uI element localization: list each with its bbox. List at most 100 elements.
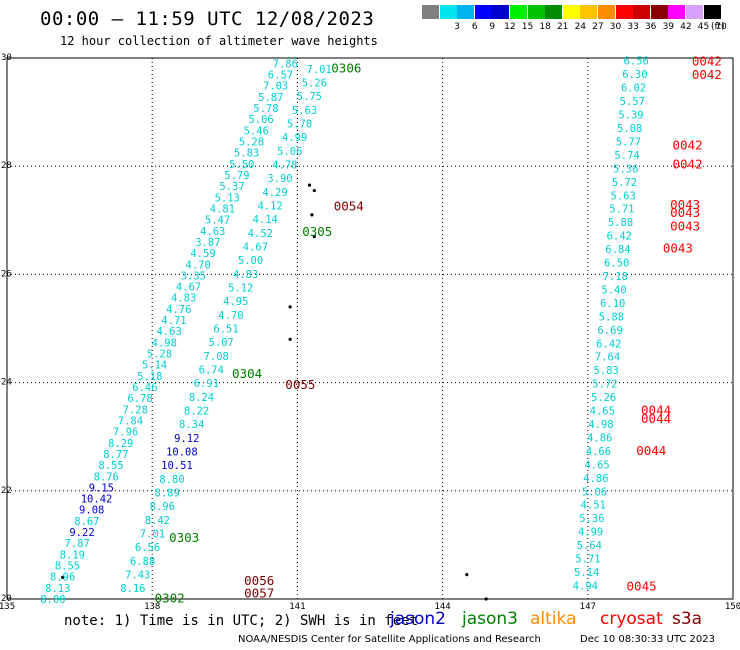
wave-height-value: 6.42 [596,338,621,350]
legend-tick-label: 30 [609,22,622,32]
wave-height-value: 5.74 [614,150,639,162]
wave-height-value: 5.78 [253,103,278,115]
legend-swatch [633,5,651,19]
wave-height-value: 5.88 [608,217,633,229]
legend-swatch [492,5,510,19]
island-marker [61,575,65,579]
legend-tick-label: 21 [556,22,569,32]
wave-height-value: 7.43 [125,570,150,582]
wave-height-value: 5.77 [616,136,641,148]
wave-height-value: 5.75 [297,91,322,103]
pass-time-label: 0043 [663,240,693,255]
wave-height-value: 8.96 [50,572,75,584]
wave-height-value: 7.03 [263,81,288,93]
generated-timestamp: Dec 10 08:30:33 UTC 2023 [580,634,715,645]
island-marker [288,305,292,309]
wave-height-value: 5.06 [277,146,302,158]
wave-height-value: 5.07 [208,337,233,349]
wave-height-value: 5.37 [219,181,244,193]
wave-height-value: 4.65 [584,459,609,471]
map-subtitle: 12 hour collection of altimeter wave hei… [60,34,378,48]
wave-height-value: 4.67 [176,282,201,294]
legend-tick-label: 36 [644,22,657,32]
x-tick-label: 147 [580,602,596,612]
wave-height-value: 8.34 [179,419,204,431]
credit-line: NOAA/NESDIS Center for Satellite Applica… [238,634,541,645]
wave-height-value: 7.96 [113,427,138,439]
wave-height-value: 5.57 [620,96,645,108]
wave-height-value: 4.99 [578,527,603,539]
wave-height-value: 5.46 [244,125,269,137]
legend-tick-label: 39 [662,22,675,32]
wave-height-value: 5.14 [574,567,599,579]
legend-swatch [598,5,615,19]
legend-swatch [457,5,475,19]
wave-height-value: 7.87 [65,538,90,550]
wave-height-value: 5.28 [239,137,264,149]
island-marker [312,234,316,239]
wave-height-value: 4.98 [152,337,177,349]
legend-unit: (ft) [711,22,725,32]
footnote: note: 1) Time is in UTC; 2) SWH is in fe… [64,613,419,629]
wave-height-value: 4.66 [586,446,611,458]
wave-height-value: 5.79 [224,170,249,182]
wave-height-value: 7.01 [140,529,165,541]
wave-height-value: 5.36 [579,513,604,525]
satellite-label-s3a: s3a [672,609,703,629]
x-tick-label: 138 [144,602,160,612]
pass-time-label: 0042 [692,67,722,82]
legend-tick-label: 33 [627,22,639,32]
plot-frame [6,57,734,600]
x-tick-label: 135 [0,602,15,612]
pass-time-label: 0057 [244,586,274,601]
wave-height-value: 4.83 [233,269,258,281]
wave-height-value: 6.50 [604,258,629,270]
wave-height-value: 7.08 [204,351,229,363]
legend-tick-label: 70 [715,22,727,32]
wave-height-value: 5.18 [137,371,162,383]
wave-height-value: 5.64 [577,540,602,552]
wave-height-value: 4.81 [210,203,235,215]
pass-time-label: 0044 [636,443,666,458]
pass-time-label: 0303 [169,530,199,545]
wave-height-value: 8.77 [103,449,128,461]
legend-tick-label: 15 [521,22,534,32]
wave-height-value: 5.71 [609,204,634,216]
wave-height-value: 10.51 [161,460,193,472]
wave-height-value: 5.40 [601,284,626,296]
wave-height-value: 4.83 [171,293,196,305]
wave-height-value: 4.65 [590,406,615,418]
island-marker [465,573,469,577]
wave-height-value: 4.51 [581,500,606,512]
legend-tick-label: 12 [504,22,516,32]
wave-height-value: 7.01 [307,64,332,76]
wave-height-value: 7.64 [595,352,620,364]
legend-tick-label: 9 [489,22,496,32]
legend-swatch [439,5,457,19]
wave-height-value: 4.70 [218,310,243,322]
wave-height-value: 6.46 [132,382,157,394]
island-marker [288,337,292,341]
wave-height-value: 4.78 [272,159,297,171]
pass-time-label: 0306 [331,61,361,76]
wave-height-value: 5.00 [238,255,263,267]
legend-swatch [422,5,439,19]
wave-height-value: 6.88 [130,556,155,568]
pass-time-label: 0044 [641,403,671,418]
legend-tick-label: 45 [697,22,710,32]
legend-tick-label: 18 [539,22,551,32]
wave-height-value: 7.28 [123,404,148,416]
wave-height-value: 5.63 [292,105,317,117]
wave-height-value: 4.29 [262,187,287,199]
wave-height-value: 4.99 [282,132,307,144]
wave-height-value: 4.71 [161,315,186,327]
wave-height-value: 6.30 [622,69,647,81]
wave-height-value: 5.26 [591,392,616,404]
wave-height-value: 6.51 [213,324,238,336]
wave-height-value: 5.87 [258,92,283,104]
wave-height-value: 9.15 [89,482,114,494]
wave-height-value: 5.50 [229,159,254,171]
wave-height-value: 5.72 [612,177,637,189]
wave-height-value: 5.08 [617,123,642,135]
